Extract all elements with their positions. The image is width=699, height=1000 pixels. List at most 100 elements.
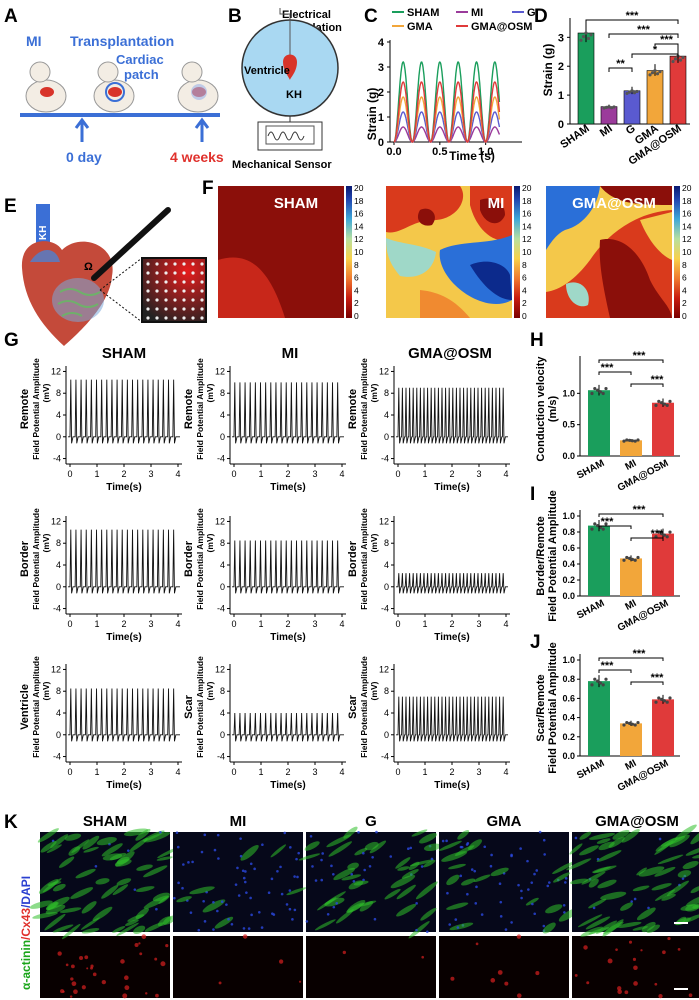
dapi-nucleus (213, 848, 217, 852)
actinin-fiber (677, 870, 692, 878)
ylabel-unit: (mV) (41, 681, 51, 700)
data-point (633, 439, 637, 443)
map-label-gmaosm: GMA@OSM (572, 195, 656, 212)
electrode-wire (279, 8, 291, 60)
dapi-nucleus (415, 902, 418, 905)
dapi-nucleus (533, 872, 536, 876)
fp-trace (68, 379, 180, 444)
dapi-nucleus (350, 873, 354, 876)
cbar-tick-label: 2 (354, 298, 359, 308)
tick-label: 0 (395, 767, 400, 777)
electrode-dot (182, 316, 186, 320)
sig-label: *** (651, 672, 665, 684)
data-point (630, 557, 635, 561)
data-point (590, 683, 594, 687)
dapi-nucleus (177, 881, 180, 885)
sig-label: *** (633, 648, 647, 660)
ventricle-icon (283, 54, 297, 80)
tick-label: 2 (449, 469, 454, 479)
cx43-spot (86, 967, 89, 970)
actinin-fiber (32, 911, 58, 919)
cbar-tick-label: 0 (682, 311, 687, 321)
row-label: Remote (347, 389, 359, 429)
actinin-fiber (588, 927, 610, 935)
dapi-nucleus (260, 926, 264, 929)
actinin-fiber (674, 824, 697, 840)
dapi-nucleus (562, 904, 566, 907)
data-point (665, 403, 669, 407)
tick-label: 0 (395, 619, 400, 629)
actinin-fiber (602, 919, 624, 937)
dapi-nucleus (320, 858, 323, 862)
electrode-dot (191, 307, 195, 311)
chart-d-ylabel: Strain (g) (541, 44, 555, 97)
data-point (665, 700, 669, 704)
actinin-fiber (123, 828, 149, 837)
row-label: Remote (183, 389, 195, 429)
data-point (590, 527, 594, 531)
tick-label: 3 (148, 619, 153, 629)
dapi-nucleus (189, 911, 193, 914)
tick-label: 0.6 (562, 693, 575, 703)
mouse-icon-1 (25, 61, 67, 113)
bar (588, 681, 610, 756)
actinin-fiber (461, 878, 476, 886)
tick-label: 0 (384, 730, 389, 740)
dapi-nucleus (203, 920, 207, 923)
actinin-fiber (579, 831, 592, 840)
tick-label: 3 (476, 767, 481, 777)
k-col-title: GMA (487, 813, 522, 830)
cbar-tick-label: 8 (354, 260, 359, 270)
tick-label: 0 (384, 582, 389, 592)
tick-label: 4 (220, 410, 225, 420)
data-point (596, 679, 600, 683)
actinin-fiber (661, 893, 676, 901)
cx43-spot (633, 965, 638, 971)
tick-label: 2 (121, 767, 126, 777)
xlabel: Time(s) (106, 780, 141, 791)
dapi-nucleus (647, 906, 650, 910)
dapi-nucleus (216, 833, 220, 837)
dapi-nucleus (538, 830, 542, 834)
stim-label-1: Electrical (282, 9, 331, 21)
cx43-spot (450, 976, 455, 981)
week4-label: 4 weeks (170, 149, 224, 165)
electrode-dot (182, 271, 186, 275)
electrode-dot (173, 316, 177, 320)
tick-label: 4 (175, 767, 180, 777)
actinin-fiber (408, 921, 430, 939)
patch-overlay (52, 278, 104, 322)
cbar-tick-label: 10 (354, 247, 364, 257)
tick-label: 1 (558, 90, 564, 102)
actinin-fiber (620, 902, 633, 911)
actinin-fiber (401, 869, 419, 879)
electrode-dot (155, 316, 159, 320)
data-point (593, 677, 597, 681)
actinin-fiber (580, 926, 603, 937)
cx43-image (173, 936, 303, 998)
data-point (625, 555, 629, 560)
col-title-mi: MI (282, 345, 299, 362)
tick-label: 4 (175, 619, 180, 629)
tick-label: 4 (56, 560, 61, 570)
cx43-spot (504, 981, 509, 986)
cx43-spot (278, 959, 284, 964)
sig-bracket (598, 513, 664, 517)
data-point (668, 399, 672, 404)
data-point (628, 438, 632, 442)
actinin-fiber (324, 897, 345, 907)
actinin-fiber (449, 922, 474, 931)
ylabel-unit: (mV) (205, 533, 215, 552)
dapi-nucleus (276, 869, 279, 873)
ylabel-unit: (mV) (369, 383, 379, 402)
data-point (668, 530, 672, 534)
tick-label: 2 (285, 767, 290, 777)
cx43-spot (574, 973, 578, 977)
tick-label: 4 (339, 767, 344, 777)
tick-label: 12 (379, 516, 389, 526)
actinin-fiber (270, 844, 287, 858)
data-point (655, 72, 660, 76)
sig-label: *** (601, 660, 615, 672)
